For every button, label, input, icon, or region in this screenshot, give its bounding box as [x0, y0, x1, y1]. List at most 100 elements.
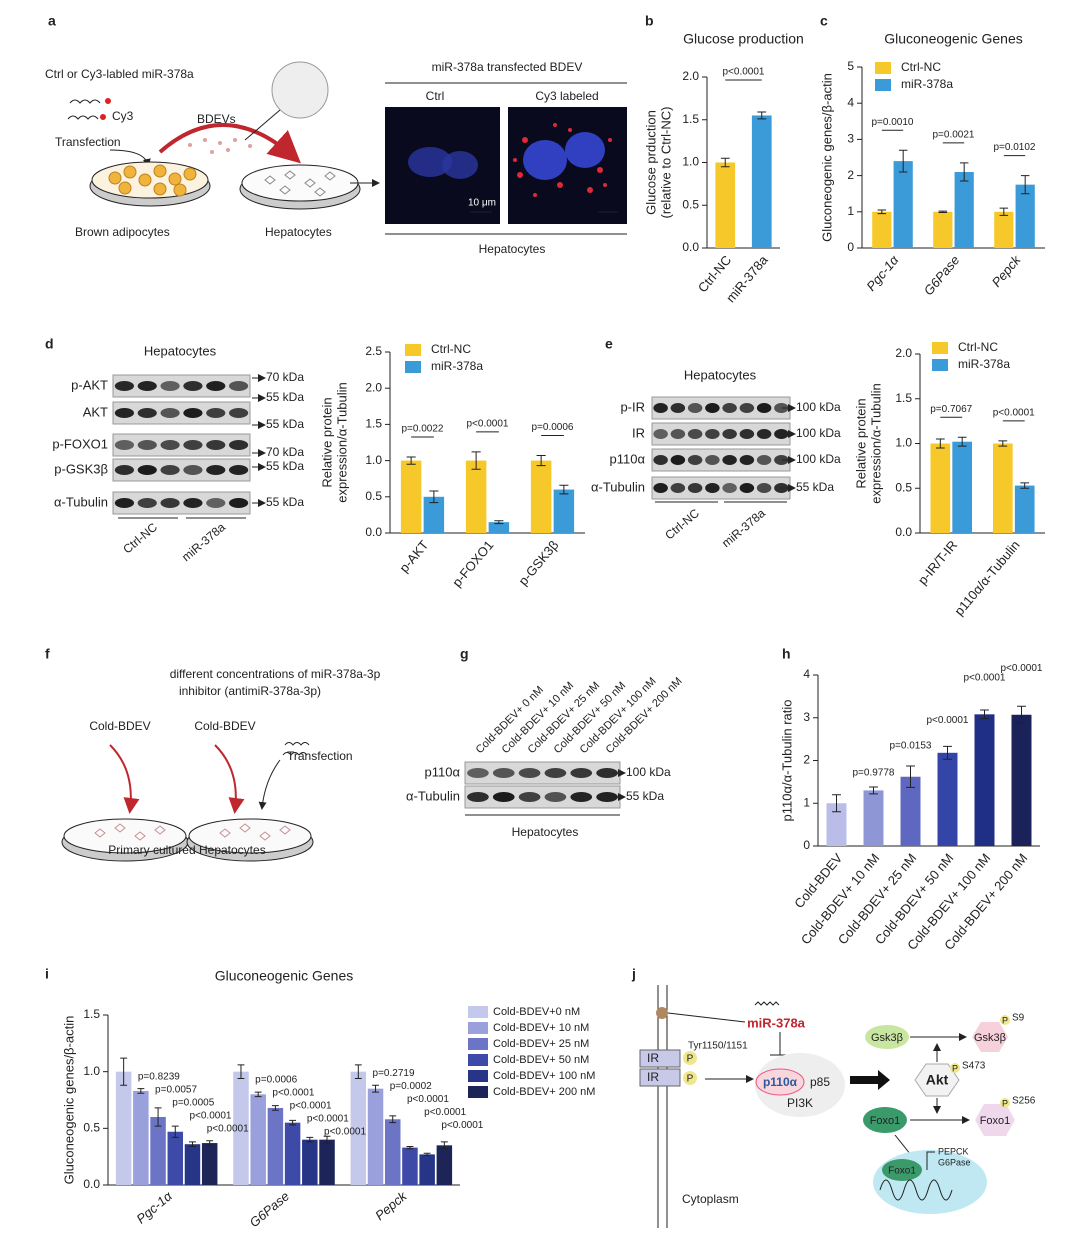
p-value: p=0.9778 [853, 768, 895, 779]
p-value: p=0.8239 [138, 1071, 180, 1082]
blot-band [670, 403, 686, 413]
bar [1011, 714, 1032, 846]
blot-band [228, 440, 249, 450]
bar [488, 522, 510, 533]
group-label: miR-378a [179, 520, 228, 564]
blot-band [544, 792, 567, 802]
error-bar [423, 1152, 431, 1157]
y-axis-label: Relative protein [319, 397, 334, 487]
label: P [687, 1054, 694, 1065]
legend-swatch [932, 342, 948, 354]
error-bar [206, 1140, 214, 1146]
bar [284, 1122, 301, 1185]
blot-row [112, 458, 251, 482]
row-label: IR [632, 425, 645, 440]
row-label: p110α [425, 764, 461, 779]
p-value: p<0.0001 [407, 1094, 449, 1105]
cy3-dot [105, 98, 111, 104]
bar [436, 1145, 453, 1185]
legend-swatch [468, 1006, 488, 1018]
blot-row [112, 374, 251, 398]
y-tick-label: 1.5 [83, 1007, 100, 1021]
error-bar [998, 440, 1008, 447]
p-value: p<0.0001 [467, 419, 509, 430]
row-label: AKT [83, 404, 108, 419]
y-tick-label: 4 [847, 95, 854, 109]
bar [933, 211, 953, 248]
error-bar [957, 436, 967, 447]
legend-label: Cold-BDEV+ 200 nM [493, 1086, 595, 1098]
y-tick-label: 0.5 [682, 197, 699, 211]
blot-band [596, 792, 618, 802]
p-value: p=0.0002 [390, 1081, 432, 1092]
error-bar [471, 451, 481, 470]
legend-label: miR-378a [901, 77, 953, 91]
bar [826, 803, 847, 846]
blot-band [687, 429, 703, 439]
error-bar [494, 520, 504, 525]
bar [872, 211, 892, 248]
marker-label: 55 kDa [266, 417, 304, 431]
bar [250, 1094, 266, 1185]
blot-band [137, 465, 157, 475]
chart-title: Gluconeogenic Genes [884, 31, 1023, 47]
bar [400, 460, 422, 533]
y-tick-label: 2 [803, 753, 810, 767]
marker-label: 100 kDa [796, 452, 841, 466]
label: Gsk3β [871, 1032, 903, 1044]
bar [423, 496, 445, 533]
p-value: p<0.0001 [324, 1127, 366, 1138]
rna [67, 115, 99, 120]
bar [184, 1144, 201, 1185]
panel-letter: h [782, 646, 791, 662]
error-bar [536, 455, 546, 467]
error-bar [189, 1141, 196, 1147]
blot-band [160, 381, 180, 391]
p-value: p<0.0001 [424, 1107, 466, 1118]
blot-footer: Hepatocytes [512, 825, 579, 839]
blot-band [774, 429, 789, 439]
p-value: p<0.0001 [441, 1120, 483, 1131]
bar [994, 211, 1014, 248]
bar [319, 1139, 335, 1185]
y-axis-label: Gluconeogenic genes/β-actin [61, 1016, 76, 1185]
marker-label: 100 kDa [626, 765, 671, 779]
y-axis-label: expression/α-Tubulin [334, 382, 349, 502]
p-value: p=0.0005 [172, 1097, 214, 1108]
error-bar [354, 1064, 362, 1079]
p-value: p<0.0001 [307, 1114, 349, 1125]
p-value: p=0.0057 [155, 1084, 197, 1095]
label: Transfection [287, 749, 353, 763]
legend-swatch [932, 359, 948, 371]
row-label: α-Tubulin [406, 788, 460, 803]
y-tick-label: 0.0 [83, 1177, 100, 1191]
y-tick-label: 1.0 [682, 155, 699, 169]
legend-swatch [468, 1038, 488, 1050]
y-axis-label: Glucose prduction [643, 110, 658, 215]
blot-band [183, 465, 203, 475]
blot-band [206, 408, 226, 418]
y-axis-label: Relative protein [853, 398, 868, 488]
blot-row [112, 491, 251, 515]
y-tick-label: 3 [803, 710, 810, 724]
label: IR [647, 1070, 659, 1084]
blot-band [687, 403, 703, 413]
marker-label: 70 kDa [266, 370, 304, 384]
p-value: p<0.0001 [290, 1101, 332, 1112]
bar [402, 1147, 418, 1185]
nucleus [523, 140, 567, 180]
blot-band [705, 429, 720, 439]
nucleus [565, 132, 605, 168]
label: S473 [962, 1061, 986, 1072]
panel-a-drawing [67, 61, 627, 235]
error-bar [254, 1091, 262, 1098]
blot-band [774, 455, 789, 465]
label: PEPCK [938, 1146, 969, 1156]
y-tick-label: 1 [847, 204, 854, 218]
label: P [687, 1074, 694, 1085]
error-bar [757, 111, 767, 120]
p-value: p<0.0001 [723, 67, 765, 78]
bar [201, 1143, 218, 1185]
transfer-arrow [158, 122, 301, 164]
